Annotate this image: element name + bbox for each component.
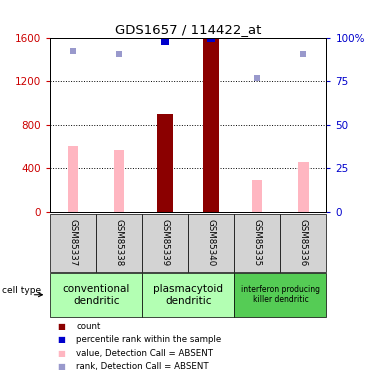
Bar <box>188 214 234 272</box>
Text: interferon producing
killer dendritic: interferon producing killer dendritic <box>241 285 320 304</box>
Text: GSM85335: GSM85335 <box>253 219 262 266</box>
Text: ■: ■ <box>58 335 65 344</box>
Text: conventional
dendritic: conventional dendritic <box>62 284 130 306</box>
Text: GSM85337: GSM85337 <box>69 219 78 266</box>
Bar <box>142 214 188 272</box>
Text: count: count <box>76 322 101 331</box>
Bar <box>96 214 142 272</box>
Text: GSM85340: GSM85340 <box>207 219 216 266</box>
Text: plasmacytoid
dendritic: plasmacytoid dendritic <box>153 284 223 306</box>
Text: GSM85336: GSM85336 <box>299 219 308 266</box>
Bar <box>114 150 124 212</box>
Bar <box>157 114 173 212</box>
Bar <box>252 180 262 212</box>
Text: rank, Detection Call = ABSENT: rank, Detection Call = ABSENT <box>76 362 209 371</box>
Text: ■: ■ <box>58 349 65 358</box>
Bar <box>50 273 142 317</box>
Bar <box>234 214 280 272</box>
Bar <box>234 273 326 317</box>
Bar <box>280 214 326 272</box>
Bar <box>50 214 96 272</box>
Text: GSM85338: GSM85338 <box>115 219 124 266</box>
Bar <box>298 162 309 212</box>
Title: GDS1657 / 114422_at: GDS1657 / 114422_at <box>115 23 262 36</box>
Text: ■: ■ <box>58 362 65 371</box>
Bar <box>68 147 78 212</box>
Bar <box>142 273 234 317</box>
Text: percentile rank within the sample: percentile rank within the sample <box>76 335 221 344</box>
Text: value, Detection Call = ABSENT: value, Detection Call = ABSENT <box>76 349 213 358</box>
Text: ■: ■ <box>58 322 65 331</box>
Text: cell type: cell type <box>2 286 41 295</box>
Text: GSM85339: GSM85339 <box>161 219 170 266</box>
Bar <box>203 38 219 212</box>
